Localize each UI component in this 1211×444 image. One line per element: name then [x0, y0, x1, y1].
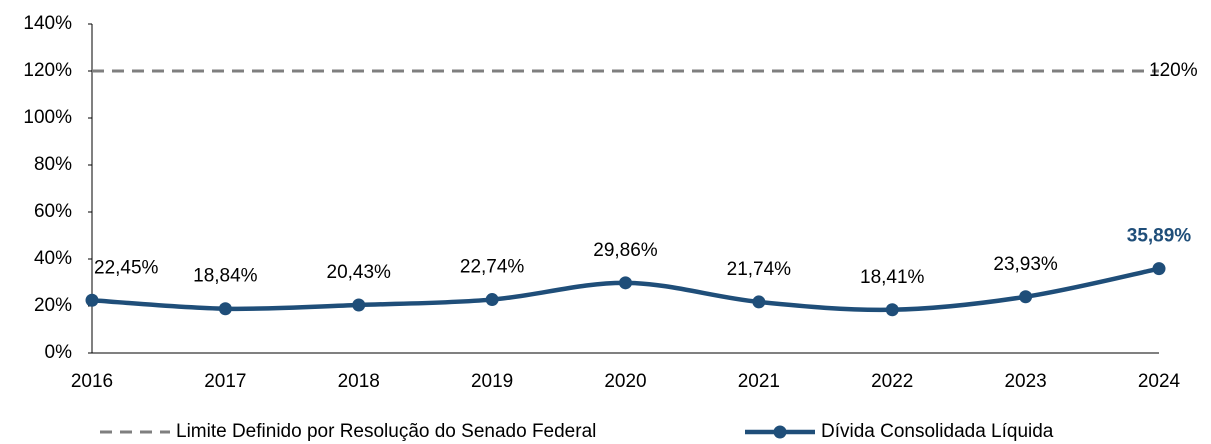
data-label: 18,84%	[193, 266, 258, 287]
x-tick-label: 2021	[738, 371, 780, 392]
x-tick-label: 2019	[471, 371, 513, 392]
point	[352, 298, 366, 312]
y-tick-label: 100%	[23, 107, 72, 128]
point	[1019, 290, 1033, 304]
data-label: 35,89%	[1127, 226, 1192, 247]
data-label: 20,43%	[327, 262, 392, 283]
x-tick-label: 2016	[71, 371, 113, 392]
point	[85, 293, 99, 307]
y-tick-label: 80%	[34, 154, 72, 175]
point	[218, 302, 232, 316]
data-label: 22,45%	[94, 257, 159, 278]
point	[619, 276, 632, 290]
legend-marker	[773, 425, 787, 439]
y-tick-label: 120%	[23, 60, 72, 81]
data-label: 29,86%	[593, 240, 658, 261]
x-tick-label: 2023	[1004, 371, 1046, 392]
x-tick-label: 2017	[204, 371, 246, 392]
x-tick-label: 2018	[338, 371, 380, 392]
x-tick-label: 2022	[871, 371, 913, 392]
legend-label: Dívida Consolidada Líquida	[821, 421, 1054, 442]
point	[485, 293, 499, 307]
data-label: 23,93%	[993, 254, 1058, 275]
data-label: 120%	[1149, 60, 1198, 81]
y-tick-label: 60%	[34, 201, 72, 222]
data-label: 21,74%	[727, 259, 792, 280]
point	[752, 295, 766, 309]
y-tick-label: 140%	[23, 13, 72, 34]
x-tick-label: 2020	[604, 371, 646, 392]
point	[885, 303, 899, 317]
data-label: 22,74%	[460, 257, 525, 278]
y-tick-label: 0%	[45, 342, 73, 363]
y-tick-label: 20%	[34, 295, 72, 316]
x-tick-label: 2024	[1138, 371, 1181, 392]
point	[1152, 262, 1166, 276]
legend-label: Limite Definido por Resolução do Senado …	[176, 421, 596, 442]
y-tick-label: 40%	[34, 248, 72, 269]
data-label: 18,41%	[860, 267, 925, 288]
